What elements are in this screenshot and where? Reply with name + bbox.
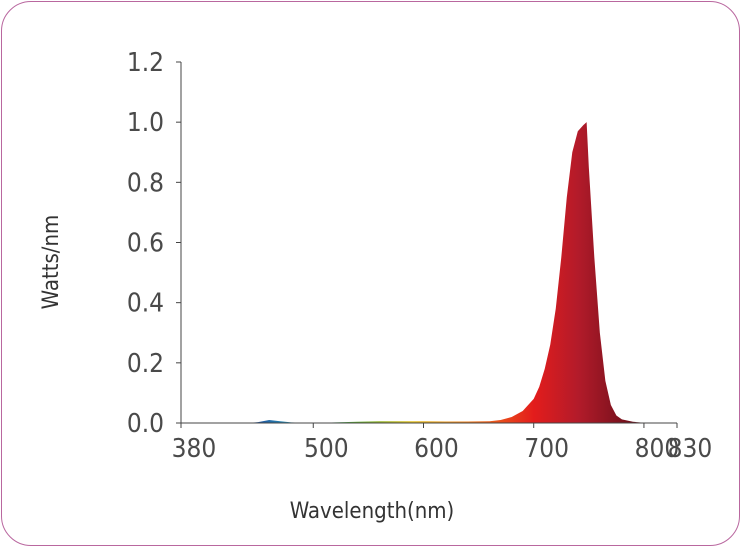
x-tick-label: 830	[668, 434, 713, 464]
y-tick-label: 1.2	[127, 48, 164, 78]
y-tick-label: 0.2	[127, 349, 164, 379]
spectrum-area	[247, 122, 655, 424]
y-tick-label: 0.8	[127, 168, 164, 198]
x-tick-label: 700	[524, 434, 569, 464]
y-axis-title: Watts/nm	[39, 215, 64, 310]
x-tick-label: 600	[414, 434, 459, 464]
y-axis-ticks: 0.0 0.2 0.4 0.6 0.8 1.0 1.2	[127, 48, 181, 439]
x-tick-label: 800	[635, 434, 680, 464]
y-tick-label: 0.6	[127, 229, 164, 259]
x-tick-label: 500	[304, 434, 349, 464]
x-tick-label: 380	[172, 434, 217, 464]
y-tick-label: 1.0	[127, 108, 164, 138]
x-axis-title: Wavelength(nm)	[290, 499, 455, 524]
y-tick-label: 0.4	[127, 289, 164, 319]
y-tick-label: 0.0	[127, 409, 164, 439]
